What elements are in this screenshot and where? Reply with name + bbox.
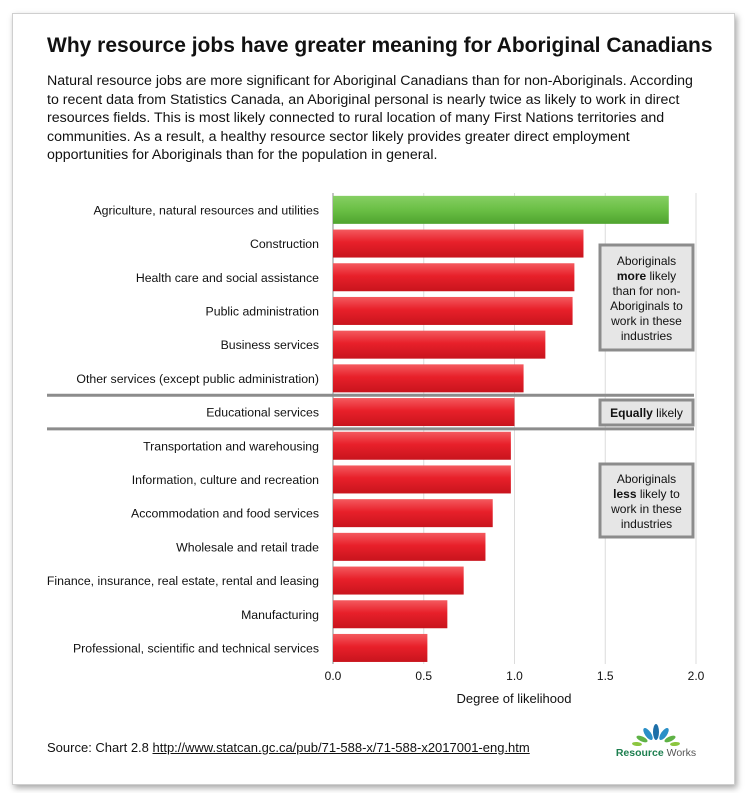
more-likely-text: more likely bbox=[617, 269, 676, 283]
more-likely-box bbox=[598, 243, 695, 352]
equally-likely-text: Equally likely bbox=[610, 406, 683, 420]
x-tick-label: 0.0 bbox=[325, 669, 342, 683]
bar bbox=[333, 465, 511, 494]
logo-wordmark: Resource Works bbox=[608, 747, 704, 759]
category-label: Agriculture, natural resources and utili… bbox=[93, 203, 319, 217]
category-label: Finance, insurance, real estate, rental … bbox=[47, 574, 319, 588]
bar bbox=[333, 532, 486, 561]
resource-works-logo: Resource Works bbox=[608, 720, 704, 762]
category-label: Educational services bbox=[206, 406, 319, 420]
less-likely-text: industries bbox=[621, 517, 672, 531]
bar bbox=[333, 330, 546, 359]
logo-word-works: Works bbox=[666, 747, 697, 759]
bar bbox=[333, 566, 464, 595]
category-label: Manufacturing bbox=[241, 608, 319, 622]
category-label: Other services (except public administra… bbox=[76, 372, 319, 386]
more-likely-text: Aboriginals to bbox=[610, 299, 683, 313]
bar bbox=[333, 195, 669, 224]
source-link[interactable]: http://www.statcan.gc.ca/pub/71-588-x/71… bbox=[152, 740, 530, 755]
x-tick-label: 0.5 bbox=[415, 669, 432, 683]
category-label: Transportation and warehousing bbox=[143, 439, 319, 453]
more-likely-text: Aboriginals bbox=[617, 254, 676, 268]
category-label: Construction bbox=[250, 237, 319, 251]
x-tick-label: 1.5 bbox=[597, 669, 614, 683]
x-tick-label: 2.0 bbox=[688, 669, 705, 683]
page-title: Why resource jobs have greater meaning f… bbox=[47, 34, 713, 57]
bar bbox=[333, 398, 515, 427]
bar bbox=[333, 431, 511, 460]
category-label: Accommodation and food services bbox=[131, 507, 319, 521]
category-label: Public administration bbox=[206, 304, 320, 318]
x-tick-label: 1.0 bbox=[506, 669, 523, 683]
category-label: Health care and social assistance bbox=[136, 271, 319, 285]
more-likely-text: industries bbox=[621, 329, 672, 343]
less-likely-text: work in these bbox=[610, 502, 682, 516]
bar bbox=[333, 263, 575, 292]
bar bbox=[333, 499, 493, 528]
more-likely-text: than for non- bbox=[612, 284, 680, 298]
logo-word-resource: Resource bbox=[615, 747, 664, 759]
equally-likely-box bbox=[598, 398, 695, 427]
bar bbox=[333, 364, 524, 393]
category-label: Professional, scientific and technical s… bbox=[73, 641, 319, 655]
bar bbox=[333, 600, 448, 629]
source-note: Source: Chart 2.8 http://www.statcan.gc.… bbox=[47, 740, 530, 755]
group-dividers bbox=[47, 393, 694, 431]
less-likely-text: less likely to bbox=[613, 487, 680, 501]
category-label: Wholesale and retail trade bbox=[176, 540, 319, 554]
intro-paragraph: Natural resource jobs are more significa… bbox=[47, 73, 693, 164]
less-likely-text: Aboriginals bbox=[617, 472, 676, 486]
source-prefix: Source: Chart 2.8 bbox=[47, 740, 153, 755]
bar bbox=[333, 296, 573, 325]
bar bbox=[333, 229, 584, 258]
x-axis-label: Degree of likelihood bbox=[457, 691, 572, 706]
leaf-logo-icon bbox=[632, 724, 680, 747]
category-label: Information, culture and recreation bbox=[132, 473, 319, 487]
less-likely-box bbox=[598, 462, 695, 539]
chart-bars bbox=[333, 195, 669, 662]
bar bbox=[333, 633, 428, 662]
more-likely-text: work in these bbox=[610, 314, 682, 328]
category-label: Business services bbox=[221, 338, 319, 352]
chart-x-tick-labels: 0.0 0.5 1.0 1.5 2.0 bbox=[325, 669, 705, 683]
chart-category-labels: Agriculture, natural resources and utili… bbox=[47, 203, 319, 655]
